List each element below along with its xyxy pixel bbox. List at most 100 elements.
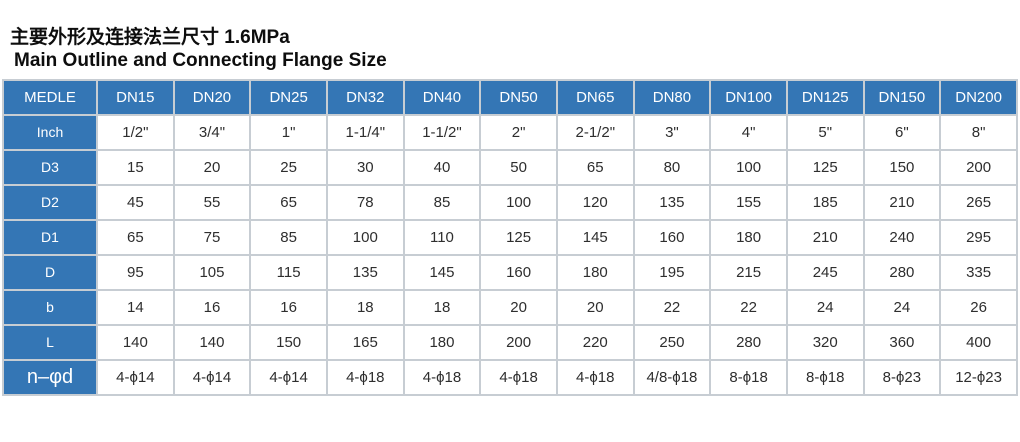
table-cell: 105: [172, 253, 252, 291]
column-header: DN100: [709, 78, 788, 116]
table-cell: 2-1/2": [555, 113, 635, 151]
table-cell: 295: [939, 218, 1018, 256]
table-cell: 4/8-ϕ18: [632, 358, 712, 396]
table-cell: 135: [325, 253, 405, 291]
table-cell: 65: [96, 218, 175, 256]
table-cell: 200: [939, 148, 1018, 186]
table-cell: 16: [249, 288, 328, 326]
table-cell: 240: [862, 218, 942, 256]
table-cell: 78: [325, 183, 405, 221]
table-cell: 8-ϕ18: [785, 358, 865, 396]
table-cell: 125: [785, 148, 865, 186]
table-cell: 280: [862, 253, 942, 291]
table-cell: 18: [402, 288, 482, 326]
table-cell: 30: [325, 148, 405, 186]
table-cell: 24: [862, 288, 942, 326]
table-cell: 100: [479, 183, 558, 221]
table-cell: 65: [555, 148, 635, 186]
table-cell: 5": [785, 113, 865, 151]
row-label: D2: [2, 183, 98, 221]
table-cell: 4-ϕ18: [555, 358, 635, 396]
table-cell: 55: [172, 183, 252, 221]
table-cell: 4-ϕ14: [249, 358, 328, 396]
table-cell: 65: [249, 183, 328, 221]
table-cell: 4-ϕ14: [96, 358, 175, 396]
table-cell: 150: [862, 148, 942, 186]
table-cell: 1/2": [96, 113, 175, 151]
table-cell: 265: [939, 183, 1018, 221]
corner-header: MEDLE: [2, 78, 98, 116]
table-cell: 25: [249, 148, 328, 186]
table-cell: 20: [555, 288, 635, 326]
row-label: L: [2, 323, 98, 361]
table-cell: 215: [709, 253, 788, 291]
table-cell: 140: [172, 323, 252, 361]
column-header: DN40: [402, 78, 482, 116]
table-cell: 3/4": [172, 113, 252, 151]
table-cell: 12-ϕ23: [939, 358, 1018, 396]
table-cell: 3": [632, 113, 712, 151]
table-cell: 335: [939, 253, 1018, 291]
table-cell: 4-ϕ18: [402, 358, 482, 396]
table-cell: 26: [939, 288, 1018, 326]
table-cell: 85: [402, 183, 482, 221]
table-cell: 22: [709, 288, 788, 326]
row-label: n–φd: [2, 358, 98, 396]
table-cell: 4-ϕ14: [172, 358, 252, 396]
table-row: n–φd 4-ϕ14 4-ϕ14 4-ϕ14 4-ϕ18 4-ϕ18 4-ϕ18 4-ϕ18 4…: [2, 358, 1018, 396]
table-row: Inch 1/2" 3/4" 1" 1-1/4" 1-1/2" 2" 2-1/2" 3" 4" 5"…: [2, 113, 1018, 151]
table-body: Inch 1/2" 3/4" 1" 1-1/4" 1-1/2" 2" 2-1/2" 3" 4" 5"…: [2, 113, 1018, 396]
table-cell: 220: [555, 323, 635, 361]
row-label: D: [2, 253, 98, 291]
table-cell: 14: [96, 288, 175, 326]
table-cell: 20: [479, 288, 558, 326]
table-cell: 6": [862, 113, 942, 151]
table-cell: 145: [402, 253, 482, 291]
column-header: DN65: [555, 78, 635, 116]
table-cell: 360: [862, 323, 942, 361]
table-cell: 210: [785, 218, 865, 256]
column-header: DN15: [96, 78, 175, 116]
table-cell: 180: [402, 323, 482, 361]
table-cell: 280: [709, 323, 788, 361]
flange-size-table: MEDLE DN15 DN20 DN25 DN32 DN40 DN50 DN65 DN80 DN1…: [2, 78, 1018, 396]
table-cell: 115: [249, 253, 328, 291]
column-header: DN50: [479, 78, 558, 116]
table-cell: 160: [632, 218, 712, 256]
table-cell: 8": [939, 113, 1018, 151]
column-header: DN200: [939, 78, 1018, 116]
column-header: DN25: [249, 78, 328, 116]
table-cell: 145: [555, 218, 635, 256]
table-cell: 18: [325, 288, 405, 326]
page-title-english: Main Outline and Connecting Flange Size: [14, 49, 387, 71]
column-header: DN125: [785, 78, 865, 116]
column-header: DN150: [862, 78, 942, 116]
table-cell: 16: [172, 288, 252, 326]
table-cell: 100: [709, 148, 788, 186]
table-row: D 95 105 115 135 145 160 180 195 215 245 280 335: [2, 253, 1018, 291]
table-cell: 100: [325, 218, 405, 256]
column-header: DN20: [172, 78, 252, 116]
column-header: DN80: [632, 78, 712, 116]
table-cell: 4-ϕ18: [479, 358, 558, 396]
table-cell: 4-ϕ18: [325, 358, 405, 396]
table-cell: 210: [862, 183, 942, 221]
table-cell: 195: [632, 253, 712, 291]
table-cell: 135: [632, 183, 712, 221]
table-cell: 1-1/4": [325, 113, 405, 151]
row-label: D3: [2, 148, 98, 186]
table-cell: 40: [402, 148, 482, 186]
row-label: D1: [2, 218, 98, 256]
table-cell: 85: [249, 218, 328, 256]
table-row: D1 65 75 85 100 110 125 145 160 180 210 240 295: [2, 218, 1018, 256]
column-header: DN32: [325, 78, 405, 116]
table-cell: 125: [479, 218, 558, 256]
table-cell: 80: [632, 148, 712, 186]
table-cell: 160: [479, 253, 558, 291]
row-label: b: [2, 288, 98, 326]
table-cell: 245: [785, 253, 865, 291]
table-cell: 110: [402, 218, 482, 256]
table-cell: 200: [479, 323, 558, 361]
table-cell: 8-ϕ23: [862, 358, 942, 396]
